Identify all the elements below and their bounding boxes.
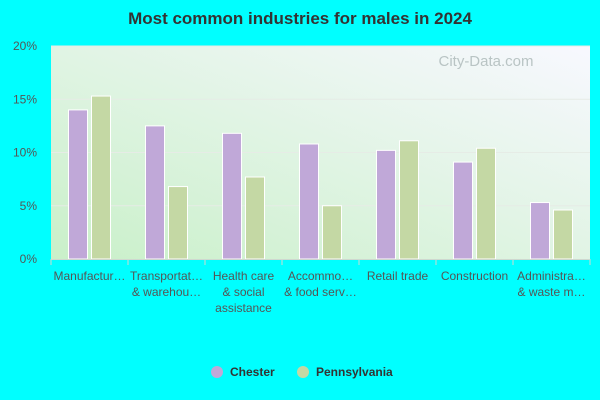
- bar-pennsylvania[interactable]: [91, 95, 111, 260]
- bar-pennsylvania[interactable]: [553, 209, 573, 260]
- y-tick-label: 20%: [13, 39, 37, 53]
- legend-swatch-pennsylvania: [297, 366, 309, 378]
- chart-title: Most common industries for males in 2024: [128, 9, 472, 28]
- bar-chester[interactable]: [453, 161, 473, 260]
- y-tick-label: 15%: [13, 92, 37, 106]
- y-tick-label: 10%: [13, 146, 37, 160]
- bar-pennsylvania[interactable]: [399, 140, 419, 260]
- x-category-label: Health care & social assistance: [213, 269, 275, 315]
- bar-chester[interactable]: [222, 132, 242, 260]
- bar-chester[interactable]: [145, 125, 165, 260]
- y-tick-label: 5%: [20, 199, 38, 213]
- bar-chester[interactable]: [376, 149, 396, 260]
- x-category-label: Manufactur…: [53, 269, 125, 283]
- bar-pennsylvania[interactable]: [476, 147, 496, 260]
- legend-label-pennsylvania: Pennsylvania: [316, 365, 393, 379]
- legend-label-chester: Chester: [230, 365, 275, 379]
- x-category-label: Accommo… & food serv…: [284, 269, 357, 299]
- bar-pennsylvania[interactable]: [245, 176, 265, 260]
- bar-pennsylvania[interactable]: [322, 205, 342, 260]
- watermark: City-Data.com: [438, 53, 533, 70]
- x-category-label: Administra… & waste m…: [517, 269, 586, 299]
- y-tick-label: 0%: [20, 252, 38, 266]
- bar-chester[interactable]: [68, 109, 88, 260]
- x-category-label: Construction: [441, 269, 508, 283]
- bar-pennsylvania[interactable]: [168, 186, 188, 260]
- legend-swatch-chester: [211, 366, 223, 378]
- bar-chester[interactable]: [299, 143, 319, 260]
- x-category-label: Retail trade: [367, 269, 429, 283]
- x-category-label: Transportat… & warehou…: [130, 269, 203, 299]
- bar-chester[interactable]: [530, 202, 550, 260]
